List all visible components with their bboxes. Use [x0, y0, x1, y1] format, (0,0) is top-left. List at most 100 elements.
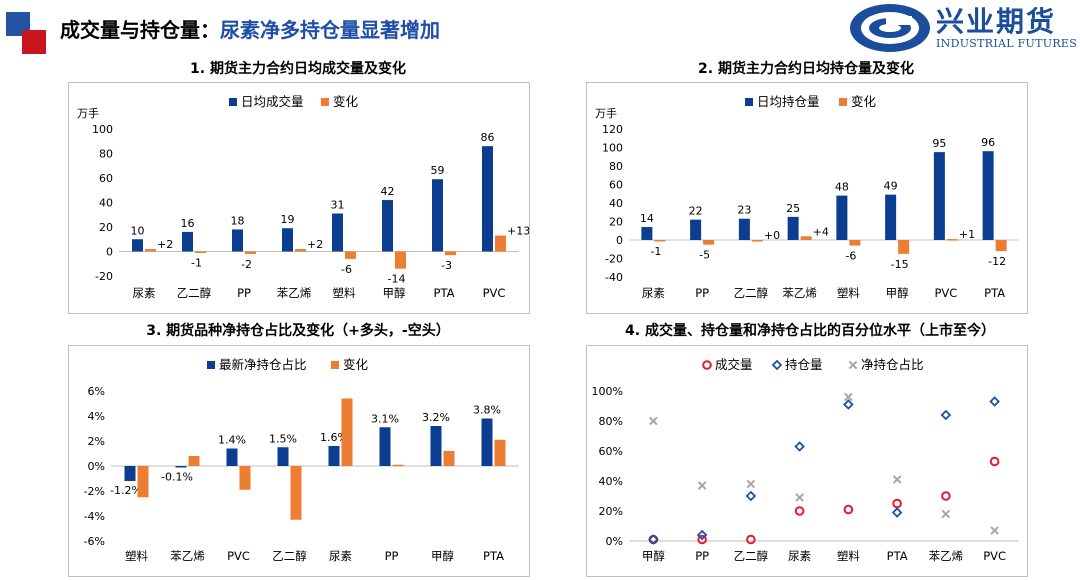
chart-3-bar-change: [494, 439, 506, 466]
chart-3-ytick-label: 0%: [88, 460, 105, 473]
chart-1-bar-main: [432, 179, 443, 252]
chart-3-category-label: 尿素: [329, 549, 352, 563]
chart-4-title: 4. 成交量、持仓量和净持仓占比的百分位水平（上市至今）: [625, 323, 995, 339]
chart-4-category-label: PVC: [983, 549, 1006, 563]
chart-1-category-label: PVC: [483, 286, 506, 300]
chart-1-category-label: 甲醇: [383, 286, 406, 300]
chart-3-bar-change: [290, 466, 302, 520]
chart-2-category-label: 塑料: [837, 286, 860, 300]
chart-2-bar-main: [690, 219, 702, 240]
chart-1-bar-main: [282, 228, 293, 252]
page-title-prefix: 成交量与持仓量：: [60, 18, 220, 42]
chart-2-ytick-label: 120: [602, 123, 623, 136]
chart-4-point-circle: [989, 456, 1000, 467]
chart-1-category-label: 尿素: [133, 286, 156, 300]
chart-4-point-circle: [746, 534, 756, 545]
chart-1-data-label-main: 59: [431, 164, 445, 177]
chart-1-panel: -20 0 20 40 60 80 100 尿素 乙二醇 PP 苯乙烯 塑料 甲醇 PTA PVC 万手 日均成…: [68, 82, 530, 314]
chart-4-ytick-label: 60%: [599, 445, 623, 458]
chart-3-data-label-main: 1.5%: [269, 432, 297, 445]
chart-4-point-diamond: [891, 507, 903, 518]
chart-1-data-label-main: 42: [381, 185, 395, 198]
chart-1-ytick-label: 20: [99, 221, 113, 234]
chart-1-ytick-label: 0: [106, 246, 113, 259]
chart-2-data-label-change: +1: [959, 228, 975, 241]
chart-4-point-diamond: [940, 409, 952, 421]
chart-1-ytick-label: 60: [99, 172, 113, 185]
chart-1-bar-main: [382, 200, 393, 252]
chart-3-title: 3. 期货品种净持仓占比及变化（+多头，-空头）: [146, 323, 450, 339]
chart-2-category-label: 甲醇: [886, 286, 909, 300]
chart-3-bar-main: [328, 446, 340, 466]
chart-1-data-label-main: 19: [281, 213, 295, 226]
chart-2-bar-main: [787, 216, 799, 240]
chart-2-data-label-main: 95: [932, 137, 946, 150]
chart-1-bar-change: [295, 249, 306, 252]
chart-1-category-label: PP: [237, 286, 251, 300]
chart-2-svg: -40 -20 0 20 40 60 80 100 120 尿素 PP 乙二醇 苯乙烯 塑料 甲醇 PVC PT…: [595, 94, 1019, 300]
page-title: 成交量与持仓量：尿素净多持仓量显著增加: [60, 14, 440, 43]
chart-2-ytick-label: 80: [609, 160, 623, 173]
chart-2-data-label-main: 22: [689, 205, 703, 218]
chart-2-bar-change: [800, 236, 812, 240]
chart-1-data-label-change: -1: [191, 257, 202, 270]
chart-1-data-label-change: -6: [341, 263, 352, 276]
chart-1-bar-change: [495, 235, 506, 252]
chart-4-category-label: 尿素: [788, 549, 811, 563]
chart-2-legend-swatch: [839, 98, 847, 106]
chart-2-legend-label: 日均持仓量: [757, 94, 820, 109]
chart-4-point-circle: [843, 504, 854, 515]
chart-1-category-label: PTA: [434, 286, 455, 300]
chart-1-category-label: 乙二醇: [177, 286, 212, 300]
chart-2-data-label-change: +4: [813, 225, 829, 238]
chart-4-ytick-label: 40%: [599, 475, 623, 488]
chart-2-ytick-label: -40: [605, 271, 623, 284]
chart-3-data-label-main: -0.1%: [161, 470, 193, 483]
brand-name-en: INDUSTRIAL FUTURES: [936, 37, 1078, 50]
chart-4-ytick-label: 0%: [606, 535, 623, 548]
chart-3-bar-main: [481, 418, 493, 466]
chart-3-bar-main: [226, 448, 238, 466]
chart-4-point-circle: [697, 534, 707, 545]
chart-2-bar-main: [738, 218, 750, 240]
chart-3-category-label: 乙二醇: [272, 549, 307, 563]
chart-2-panel: -40 -20 0 20 40 60 80 100 120 尿素 PP 乙二醇 苯乙烯 塑料 甲醇 PVC PT…: [586, 82, 1028, 314]
chart-1-ytick-label: 100: [92, 123, 113, 136]
chart-4-ytick-label: 80%: [599, 415, 623, 428]
chart-4-category-label: 塑料: [837, 549, 860, 563]
chart-2-bar-change: [751, 240, 763, 242]
chart-3-ytick-label: -6%: [84, 535, 105, 548]
chart-1-category-label: 苯乙烯: [277, 286, 312, 300]
chart-1-bar-change: [345, 251, 356, 259]
chart-4-point-diamond: [843, 399, 854, 410]
chart-2-data-label-main: 23: [737, 204, 751, 217]
chart-1-legend-label: 日均成交量: [241, 94, 304, 109]
chart-1-ytick-label: -20: [95, 270, 113, 283]
chart-2-bar-main: [836, 195, 848, 240]
chart-1-data-label-main: 10: [131, 224, 145, 237]
chart-2-category-label: PVC: [934, 286, 957, 300]
brand-name-cn: 兴业期货: [936, 5, 1057, 38]
chart-3-bar-main: [124, 466, 136, 481]
chart-2-bar-change: [898, 240, 910, 254]
chart-3-category-label: 塑料: [125, 549, 148, 563]
chart-1-bar-main: [232, 229, 243, 252]
chart-2-category-label: 尿素: [642, 286, 665, 300]
chart-1-bar-main: [132, 239, 143, 252]
chart-4-ytick-label: 100%: [592, 385, 623, 398]
chart-1-bar-change: [395, 251, 406, 269]
chart-4-point-x: [941, 509, 951, 519]
chart-1-category-label: 塑料: [333, 286, 356, 300]
chart-4-point-circle: [648, 534, 659, 545]
chart-4-category-label: PP: [695, 549, 709, 563]
chart-2-bar-main: [982, 151, 994, 240]
chart-3-ytick-label: -4%: [84, 510, 105, 523]
chart-3-data-label-main: 3.1%: [371, 412, 399, 425]
chart-4-category-label: 苯乙烯: [929, 549, 964, 563]
chart-1-data-label-change: -14: [388, 273, 406, 286]
chart-2-unit-label: 万手: [595, 106, 617, 120]
chart-4-point-diamond: [696, 529, 708, 541]
chart-3-category-label: PTA: [483, 549, 504, 563]
chart-3-bar-main: [430, 426, 442, 466]
chart-1-data-label-main: 31: [331, 199, 345, 212]
